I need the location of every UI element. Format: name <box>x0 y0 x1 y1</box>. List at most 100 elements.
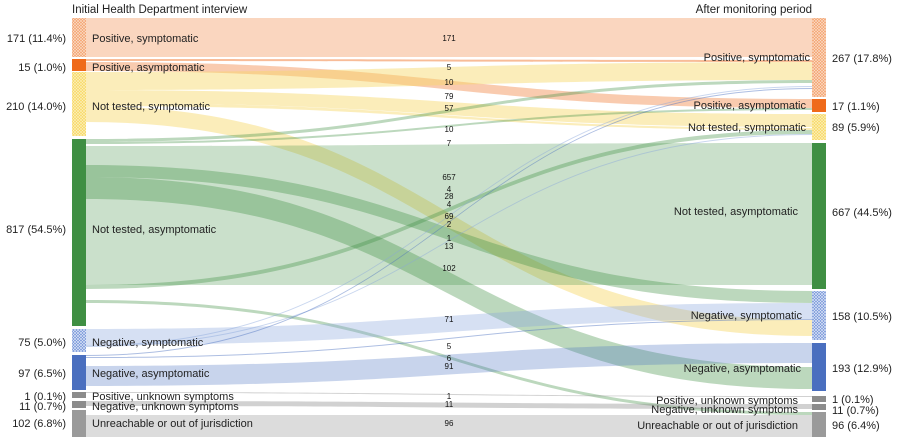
left-node-value: 210 (14.0%) <box>6 101 66 113</box>
flow-link <box>86 415 812 437</box>
flow-link <box>86 300 812 415</box>
left-node-value: 15 (1.0%) <box>18 62 66 74</box>
flow-link <box>86 103 812 130</box>
flow-value-label: 10 <box>445 125 454 134</box>
right-node-label: Not tested, symptomatic <box>688 122 806 134</box>
flow-value-label: 79 <box>445 92 454 101</box>
flow-value-label: 57 <box>445 104 454 113</box>
right-node-bar <box>812 396 826 402</box>
right-node-bar <box>812 404 826 410</box>
flow-value-label: 5 <box>447 342 452 351</box>
flow-link <box>86 130 812 289</box>
left-node-value: 97 (6.5%) <box>18 368 66 380</box>
flow-value-label: 7 <box>447 139 452 148</box>
flow-link <box>86 90 812 127</box>
left-column-header: Initial Health Department interview <box>72 4 248 16</box>
right-node-value: 667 (44.5%) <box>832 207 892 219</box>
flow-value-label: 11 <box>445 400 454 409</box>
flow-value-label: 91 <box>445 362 454 371</box>
flow-value-label: 28 <box>445 192 454 201</box>
flow-value-label: 4 <box>447 185 452 194</box>
left-node-label: Negative, unknown symptoms <box>92 401 239 413</box>
left-node-bar <box>72 401 86 408</box>
flow-value-label: 102 <box>442 264 456 273</box>
flow-link <box>86 165 812 303</box>
right-node-value: 11 (0.7%) <box>832 405 879 417</box>
right-node-label: Negative, symptomatic <box>691 310 803 322</box>
left-node-label: Unreachable or out of jurisdiction <box>92 418 253 430</box>
right-node-bar <box>812 99 826 112</box>
flow-link <box>86 108 812 144</box>
right-node-value: 267 (17.8%) <box>832 53 892 65</box>
flow-link <box>86 88 812 356</box>
right-node-bar <box>812 343 826 391</box>
right-node-bar <box>812 114 826 140</box>
left-node-bar <box>72 139 86 326</box>
right-node-label: Unreachable or out of jurisdiction <box>637 420 798 432</box>
left-node-label: Positive, symptomatic <box>92 33 199 45</box>
right-node-label: Positive, unknown symptoms <box>656 395 798 407</box>
flow-link <box>86 106 812 336</box>
left-node-value: 102 (6.8%) <box>12 418 66 430</box>
flow-value-label: 4 <box>447 200 452 209</box>
left-node-label: Negative, symptomatic <box>92 337 204 349</box>
right-node-value: 89 (5.9%) <box>832 122 880 134</box>
flow-value-label: 71 <box>445 315 454 324</box>
flow-value-label: 10 <box>445 78 454 87</box>
flow-value-label: 6 <box>447 354 452 363</box>
flow-link <box>86 401 812 409</box>
flow-value-label: 171 <box>442 34 456 43</box>
flow-value-label: 5 <box>447 63 452 72</box>
flow-link <box>86 62 812 108</box>
flow-link <box>86 62 812 90</box>
left-node-bar <box>72 72 86 136</box>
right-node-label: Positive, symptomatic <box>704 52 811 64</box>
right-node-label: Negative, asymptomatic <box>684 363 802 375</box>
left-node-bar <box>72 59 86 71</box>
left-node-label: Not tested, asymptomatic <box>92 224 217 236</box>
right-node-label: Not tested, asymptomatic <box>674 206 799 218</box>
right-node-bar <box>812 18 826 97</box>
right-node-value: 1 (0.1%) <box>832 394 874 406</box>
flow-link <box>86 86 812 346</box>
right-node-bar <box>812 412 826 437</box>
left-node-bar <box>72 410 86 437</box>
flow-link <box>86 134 812 347</box>
flow-link <box>86 343 812 386</box>
flow-link <box>86 392 812 397</box>
right-node-label: Positive, asymptomatic <box>694 100 807 112</box>
right-node-value: 96 (6.4%) <box>832 420 880 432</box>
left-node-value: 171 (11.4%) <box>7 33 66 45</box>
right-node-column: 267 (17.8%) Positive, symptomatic 17 (1.1%… <box>637 18 892 437</box>
right-node-value: 193 (12.9%) <box>832 363 892 375</box>
left-node-bar <box>72 355 86 390</box>
left-node-value: 817 (54.5%) <box>6 224 66 236</box>
flow-link <box>86 303 812 345</box>
left-node-label: Negative, asymptomatic <box>92 368 210 380</box>
flow-link <box>86 18 812 57</box>
right-node-label: Negative, unknown symptoms <box>651 404 798 416</box>
flow-link <box>86 177 812 389</box>
flow-value-label: 69 <box>445 212 454 221</box>
left-node-bar <box>72 18 86 57</box>
left-node-label: Positive, unknown symptoms <box>92 391 234 403</box>
flow-value-label: 13 <box>445 242 454 251</box>
flow-link <box>86 319 812 358</box>
left-node-column: 171 (11.4%) Positive, symptomatic 15 (1.0%… <box>6 18 253 437</box>
left-node-value: 11 (0.7%) <box>19 401 66 413</box>
flow-value-label: 1 <box>447 392 452 401</box>
right-node-value: 17 (1.1%) <box>832 101 880 113</box>
right-node-bar <box>812 291 826 340</box>
left-node-value: 1 (0.1%) <box>24 391 66 403</box>
flow-link <box>86 80 812 142</box>
right-column-header: After monitoring period <box>696 4 812 16</box>
left-node-bar <box>72 329 86 352</box>
flow-value-label: 2 <box>447 220 452 229</box>
flow-link <box>86 143 812 285</box>
left-node-value: 75 (5.0%) <box>18 337 66 349</box>
right-node-value: 158 (10.5%) <box>832 311 892 323</box>
flow-value-label: 1 <box>447 234 452 243</box>
right-node-bar <box>812 143 826 289</box>
